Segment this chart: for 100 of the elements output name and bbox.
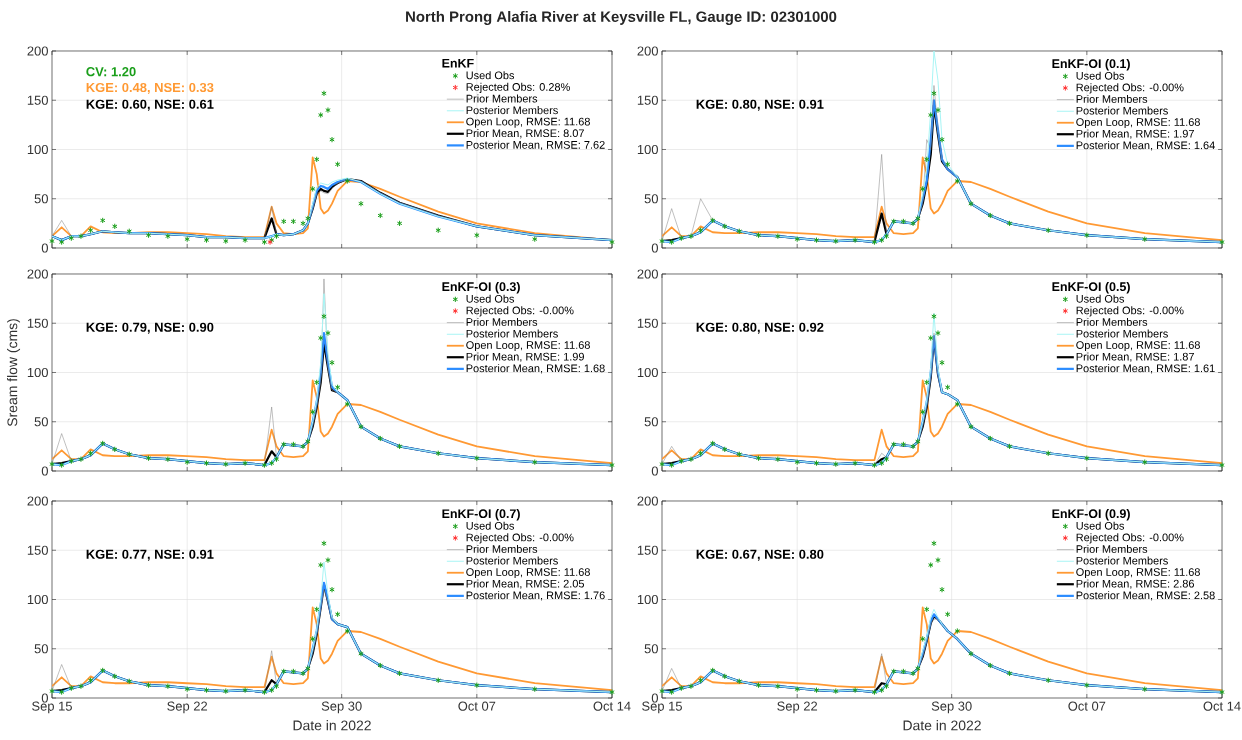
- y-tick-label: 100: [27, 367, 48, 378]
- y-tick-label: 0: [651, 243, 658, 253]
- legend-label: Posterior Mean, RMSE: 1.76: [466, 591, 605, 601]
- legend-title: EnKF-OI (0.3): [442, 281, 520, 294]
- y-tick-label: 0: [41, 693, 48, 703]
- legend-label: Posterior Mean, RMSE: 1.68: [466, 364, 605, 374]
- y-tick-label: 100: [27, 594, 48, 605]
- legend-label: Prior Mean, RMSE: 2.05: [466, 579, 585, 589]
- y-tick-label: 200: [637, 46, 658, 56]
- legend-label: Posterior Members: [1076, 329, 1168, 338]
- annotation: KGE: 0.77, NSE: 0.91: [86, 549, 214, 561]
- legend-label: Rejected Obs: -0.00%: [1076, 533, 1184, 544]
- chart-title: North Prong Alafia River at Keysville FL, Gauge ID: 02301000: [406, 10, 837, 25]
- legend-title: EnKF-OI (0.9): [1052, 508, 1130, 521]
- x-tick-label: Sep 15: [642, 701, 682, 714]
- legend-label: Posterior Members: [466, 329, 558, 338]
- y-tick-label: 200: [27, 496, 48, 506]
- legend-label: Prior Members: [466, 94, 538, 103]
- legend-label: Prior Members: [1076, 94, 1148, 103]
- legend-label: Prior Members: [1076, 544, 1148, 553]
- legend-label: Posterior Members: [466, 106, 558, 115]
- legend-label: Posterior Members: [466, 556, 558, 565]
- y-tick-label: 200: [27, 46, 48, 56]
- legend-label: Open Loop, RMSE: 11.68: [466, 341, 590, 352]
- legend-label: Used Obs: [466, 294, 515, 303]
- legend-label: Rejected Obs: -0.00%: [1076, 83, 1184, 94]
- legend-label: Open Loop, RMSE: 11.68: [1076, 568, 1200, 579]
- y-tick-label: 150: [637, 545, 658, 555]
- y-tick-label: 150: [27, 95, 48, 105]
- legend-label: Open Loop, RMSE: 11.68: [1076, 118, 1200, 129]
- x-tick-label: Oct 07: [458, 701, 496, 711]
- y-tick-label: 150: [637, 318, 658, 328]
- x-tick-label: Sep 30: [321, 701, 362, 714]
- legend-label: Prior Mean, RMSE: 2.86: [1076, 579, 1195, 589]
- y-tick-label: 200: [27, 269, 48, 279]
- legend-label: Open Loop, RMSE: 11.68: [1076, 341, 1200, 352]
- y-tick-label: 100: [637, 594, 658, 605]
- x-tick-label: Oct 14: [593, 701, 631, 711]
- legend-label: Prior Members: [1076, 317, 1148, 326]
- x-tick-label: Sep 15: [32, 701, 72, 714]
- y-tick-label: 50: [34, 644, 48, 654]
- y-tick-label: 150: [27, 318, 48, 328]
- legend-label: Posterior Mean, RMSE: 1.64: [1076, 141, 1215, 151]
- legend-label: Posterior Members: [1076, 556, 1168, 565]
- y-tick-label: 0: [41, 243, 48, 253]
- annotation: KGE: 0.79, NSE: 0.90: [86, 322, 214, 334]
- legend-label: Posterior Mean, RMSE: 2.58: [1076, 591, 1215, 601]
- y-tick-label: 0: [651, 693, 658, 703]
- legend-label: Prior Mean, RMSE: 1.97: [1076, 129, 1194, 139]
- annotation: KGE: 0.60, NSE: 0.61: [86, 99, 214, 111]
- legend-label: Posterior Mean, RMSE: 7.62: [466, 140, 605, 151]
- legend-label: Used Obs: [1076, 71, 1125, 80]
- annotation: KGE: 0.80, NSE: 0.91: [696, 99, 824, 111]
- legend-title: EnKF-OI (0.7): [442, 508, 520, 521]
- y-tick-label: 50: [644, 194, 658, 204]
- annotation: KGE: 0.80, NSE: 0.92: [696, 322, 824, 334]
- y-tick-label: 200: [637, 496, 658, 506]
- y-tick-label: 50: [644, 417, 658, 427]
- legend-label: Prior Members: [466, 317, 538, 326]
- legend-label: Open Loop, RMSE: 11.68: [466, 117, 590, 128]
- x-tick-label: Oct 07: [1068, 701, 1106, 711]
- legend-label: Prior Members: [466, 544, 538, 553]
- y-tick-label: 50: [34, 194, 48, 204]
- y-tick-label: 50: [34, 417, 48, 427]
- legend-label: Prior Mean, RMSE: 1.99: [466, 352, 584, 362]
- y-axis-title: Sream flow (cms): [7, 319, 21, 427]
- legend-title: EnKF-OI (0.1): [1052, 58, 1130, 71]
- x-tick-label: Sep 22: [777, 701, 818, 714]
- x-tick-label: Sep 30: [931, 701, 972, 714]
- x-axis-title: Date in 2022: [903, 720, 981, 731]
- y-tick-label: 150: [637, 95, 658, 105]
- legend-title: EnKF: [442, 58, 474, 68]
- y-tick-label: 50: [644, 644, 658, 654]
- x-tick-label: Oct 14: [1203, 701, 1241, 711]
- y-tick-label: 100: [637, 144, 658, 155]
- legend-label: Used Obs: [466, 521, 515, 530]
- legend-label: Rejected Obs: -0.00%: [1076, 306, 1184, 317]
- legend-label: Open Loop, RMSE: 11.68: [466, 568, 590, 579]
- legend-label: Used Obs: [1076, 521, 1125, 530]
- legend-title: EnKF-OI (0.5): [1052, 281, 1130, 294]
- annotation: KGE: 0.48, NSE: 0.33: [86, 82, 214, 94]
- y-tick-label: 150: [27, 545, 48, 555]
- x-axis-title: Date in 2022: [293, 720, 371, 731]
- legend-label: Prior Mean, RMSE: 8.07: [466, 129, 584, 139]
- legend-label: Posterior Members: [1076, 106, 1168, 115]
- legend-label: Prior Mean, RMSE: 1.87: [1076, 352, 1194, 362]
- annotation: CV: 1.20: [86, 67, 136, 77]
- y-tick-label: 0: [651, 466, 658, 476]
- legend-label: Rejected Obs: -0.00%: [466, 306, 574, 317]
- annotation: KGE: 0.67, NSE: 0.80: [696, 549, 824, 561]
- legend-label: Rejected Obs: -0.00%: [466, 533, 574, 544]
- y-tick-label: 0: [41, 466, 48, 476]
- legend-label: Used Obs: [1076, 294, 1125, 303]
- legend-label: Used Obs: [466, 71, 515, 80]
- legend-label: Posterior Mean, RMSE: 1.61: [1076, 364, 1215, 374]
- y-tick-label: 200: [637, 269, 658, 279]
- legend-label: Rejected Obs: 0.28%: [466, 82, 570, 94]
- x-tick-label: Sep 22: [167, 701, 208, 714]
- y-tick-label: 100: [637, 367, 658, 378]
- y-tick-label: 100: [27, 144, 48, 155]
